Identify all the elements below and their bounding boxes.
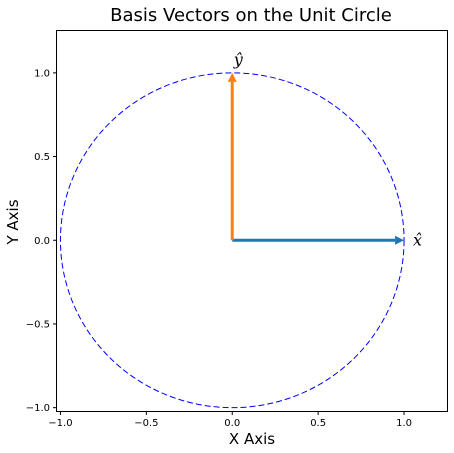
vector-label: x̂ [413,230,422,249]
vector-arrowhead [227,72,237,82]
plot-area: x̂ ŷ [59,50,422,409]
y-axis: −1.0 −0.5 0.0 0.5 1.0 [26,68,57,414]
x-tick-label: 1.0 [396,418,412,429]
vector-x-hat: x̂ [232,230,422,249]
y-tick-label: −1.0 [26,403,50,414]
chart-title: Basis Vectors on the Unit Circle [110,5,392,26]
x-tick-label: 0.5 [310,418,326,429]
vector-y-hat: ŷ [227,50,244,241]
x-tick-label: −0.5 [134,418,158,429]
y-tick-label: 0.0 [34,236,50,247]
x-tick-label: 0.0 [224,418,240,429]
x-axis-label: X Axis [229,430,275,448]
vector-label: ŷ [233,50,244,69]
y-tick-label: 1.0 [34,68,50,79]
y-tick-label: 0.5 [34,152,50,163]
vector-arrowhead [395,235,405,245]
x-tick-label: −1.0 [48,418,72,429]
y-tick-label: −0.5 [26,319,50,330]
x-axis: −1.0 −0.5 0.0 0.5 1.0 [48,411,412,429]
plot-frame [56,30,448,412]
y-axis-label: Y Axis [4,199,22,245]
